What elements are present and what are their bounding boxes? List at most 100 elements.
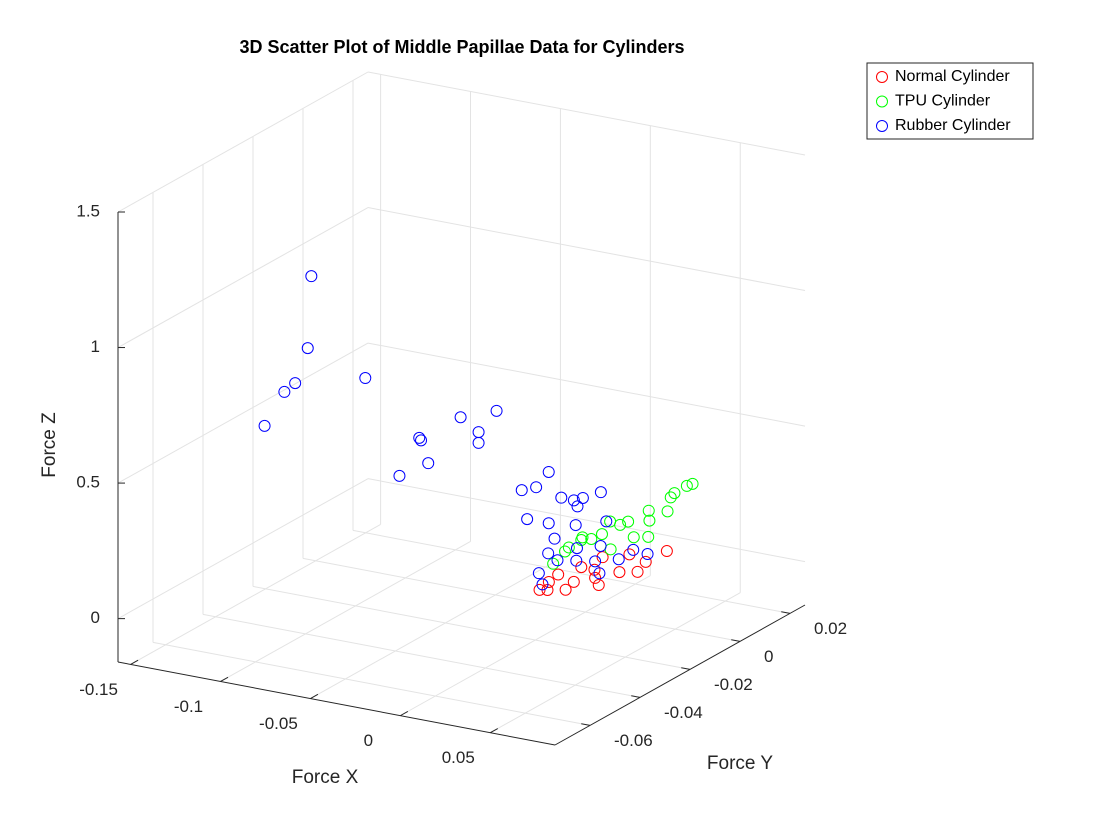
grid-line bbox=[367, 207, 806, 292]
point bbox=[571, 500, 584, 513]
grid-line bbox=[367, 478, 806, 563]
x-tick-label: -0.15 bbox=[79, 680, 118, 699]
point bbox=[593, 567, 606, 580]
legend: Normal Cylinder TPU Cylinder Rubber Cylind… bbox=[866, 62, 1034, 140]
point bbox=[642, 504, 655, 517]
x-axis-line bbox=[117, 661, 556, 746]
grid-line bbox=[117, 342, 369, 484]
legend-marker bbox=[876, 95, 888, 108]
grid-line bbox=[490, 592, 741, 734]
x-axis-label: Force X bbox=[292, 767, 359, 788]
point bbox=[622, 515, 635, 528]
point bbox=[278, 385, 291, 398]
y-tick bbox=[631, 695, 641, 698]
x-tick bbox=[130, 659, 139, 665]
grid-line bbox=[130, 523, 381, 665]
x-tick bbox=[220, 676, 229, 682]
point bbox=[532, 567, 545, 580]
point bbox=[594, 486, 607, 499]
legend-box bbox=[866, 62, 1034, 140]
y-tick-label: -0.04 bbox=[664, 703, 703, 722]
x-tick bbox=[490, 728, 499, 734]
grid-line bbox=[400, 575, 651, 717]
point bbox=[668, 487, 681, 500]
point bbox=[576, 491, 589, 504]
y-axis-label: Force Y bbox=[707, 753, 774, 774]
point bbox=[660, 545, 673, 558]
z-tick-label: 1 bbox=[91, 337, 100, 356]
legend-label: TPU Cylinder bbox=[895, 93, 991, 110]
z-tick-label: 0.5 bbox=[76, 473, 100, 492]
chart-title: 3D Scatter Plot of Middle Papillae Data … bbox=[239, 37, 684, 57]
grid-line bbox=[117, 71, 369, 213]
point bbox=[600, 515, 613, 528]
point bbox=[585, 533, 598, 546]
point bbox=[570, 542, 583, 555]
point bbox=[258, 419, 271, 432]
legend-label: Normal Cylinder bbox=[895, 68, 1010, 85]
point bbox=[596, 551, 609, 564]
grid-line bbox=[117, 478, 369, 620]
point bbox=[422, 457, 435, 470]
legend-marker bbox=[876, 120, 888, 132]
z-tick-label: 0 bbox=[91, 608, 100, 627]
point bbox=[515, 484, 528, 497]
grid-line bbox=[252, 585, 691, 670]
point bbox=[589, 571, 602, 584]
point bbox=[567, 494, 580, 507]
point bbox=[521, 513, 534, 526]
point bbox=[623, 548, 636, 561]
legend-label: Rubber Cylinder bbox=[895, 117, 1011, 134]
point bbox=[631, 565, 644, 578]
grid-line bbox=[220, 541, 471, 682]
point bbox=[627, 543, 640, 556]
point bbox=[305, 270, 318, 283]
x-tick-label: -0.1 bbox=[174, 697, 203, 716]
grid-line bbox=[367, 71, 806, 156]
point bbox=[542, 517, 555, 530]
point bbox=[576, 531, 589, 544]
z-tick-label: 1.5 bbox=[76, 201, 100, 220]
x-tick bbox=[310, 693, 319, 699]
point bbox=[393, 469, 406, 482]
point bbox=[536, 578, 549, 591]
grid-line bbox=[152, 641, 591, 726]
point bbox=[551, 554, 564, 567]
grid-line bbox=[367, 342, 806, 427]
point bbox=[612, 553, 625, 566]
point bbox=[641, 548, 654, 561]
point bbox=[661, 505, 674, 518]
point bbox=[595, 528, 608, 541]
point bbox=[548, 532, 561, 545]
y-tick-label: 0 bbox=[764, 647, 773, 666]
point bbox=[490, 404, 503, 417]
point bbox=[533, 583, 546, 596]
x-tick-label: 0.05 bbox=[442, 748, 475, 767]
point bbox=[558, 545, 571, 558]
point bbox=[627, 531, 640, 544]
point bbox=[589, 555, 602, 568]
point bbox=[530, 481, 543, 494]
point bbox=[559, 583, 572, 596]
point bbox=[542, 465, 555, 478]
point bbox=[642, 530, 655, 543]
point bbox=[613, 566, 626, 579]
points bbox=[258, 270, 699, 597]
y-tick-label: 0.02 bbox=[814, 619, 847, 638]
point bbox=[413, 431, 426, 444]
point bbox=[562, 541, 575, 554]
x-tick-label: 0 bbox=[364, 731, 373, 750]
point bbox=[592, 579, 605, 592]
point bbox=[643, 514, 656, 527]
point bbox=[594, 539, 607, 552]
point bbox=[664, 491, 677, 504]
y-axis-line bbox=[554, 604, 806, 746]
point bbox=[415, 434, 428, 447]
y-tick bbox=[781, 611, 791, 614]
point bbox=[567, 575, 580, 588]
y-tick bbox=[581, 723, 591, 726]
y-tick bbox=[731, 639, 741, 642]
legend-marker bbox=[876, 71, 888, 83]
grid-line bbox=[352, 529, 791, 614]
